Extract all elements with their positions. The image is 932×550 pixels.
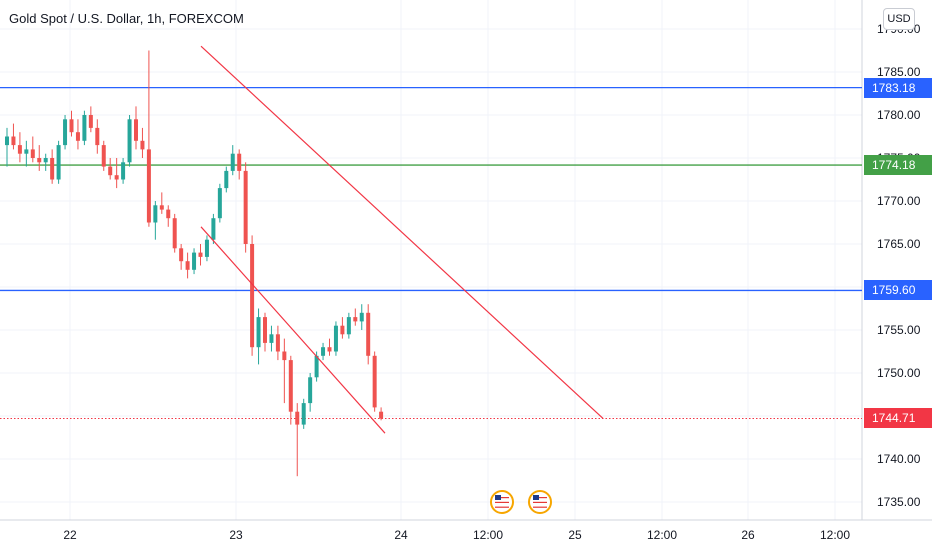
- x-tick-label: 23: [229, 528, 243, 542]
- candle-body: [359, 312, 364, 322]
- candle-body: [179, 248, 184, 262]
- candle-body: [301, 403, 306, 425]
- flag-stripe: [495, 499, 509, 501]
- candle-body: [295, 411, 300, 425]
- candle-body: [321, 347, 326, 356]
- flag-canton: [495, 495, 501, 500]
- candle-body: [11, 136, 16, 146]
- candle-body: [95, 127, 100, 146]
- candle-body: [121, 162, 126, 180]
- candle-body: [146, 149, 151, 223]
- candle-body: [153, 205, 158, 223]
- flag-stripe: [495, 501, 509, 503]
- candle-body: [185, 261, 190, 270]
- x-tick-label: 25: [568, 528, 582, 542]
- candle-body: [166, 209, 171, 219]
- candle-body: [140, 140, 145, 150]
- candle-body: [217, 188, 222, 219]
- currency-button[interactable]: USD: [883, 8, 915, 30]
- candle-body: [275, 334, 280, 352]
- flag-stripe: [495, 497, 509, 499]
- candle-body: [269, 334, 274, 343]
- candle-body: [75, 132, 80, 141]
- x-tick-label: 12:00: [473, 528, 503, 542]
- candle-body: [101, 145, 106, 167]
- candle-body: [366, 312, 371, 356]
- flag-stripe: [533, 499, 547, 501]
- y-tick-label: 1735.00: [877, 495, 921, 509]
- price-label-current: 1744.71: [864, 408, 932, 429]
- candle-body: [192, 252, 197, 270]
- candle-body: [108, 166, 113, 176]
- candle-body: [250, 244, 255, 348]
- candle-body: [30, 149, 35, 158]
- candle-body: [172, 218, 177, 249]
- y-tick-label: 1785.00: [877, 65, 921, 79]
- candle-body: [346, 317, 351, 335]
- candle-body: [314, 355, 319, 378]
- channel-lower-line[interactable]: [200, 226, 386, 434]
- candle-body: [63, 119, 68, 146]
- candle-body: [340, 325, 345, 335]
- y-tick-label: 1740.00: [877, 452, 921, 466]
- candle-body: [230, 153, 235, 171]
- candle-body: [127, 119, 132, 163]
- flag-stripe: [533, 504, 547, 506]
- candle-body: [243, 170, 248, 244]
- x-tick-label: 26: [741, 528, 755, 542]
- candle-body: [37, 158, 42, 163]
- candle-body: [50, 158, 55, 180]
- candle-body: [237, 153, 242, 171]
- candle-body: [17, 145, 22, 154]
- candle-body: [159, 205, 164, 210]
- y-tick-label: 1780.00: [877, 108, 921, 122]
- candle-body: [379, 411, 384, 419]
- candle-body: [282, 351, 287, 361]
- x-tick-label: 12:00: [820, 528, 850, 542]
- candle-body: [198, 252, 203, 257]
- flag-canton: [533, 495, 539, 500]
- y-tick-label: 1750.00: [877, 366, 921, 380]
- flag-stripe: [533, 501, 547, 503]
- candle-body: [372, 355, 377, 408]
- candle-body: [82, 115, 87, 141]
- candle-body: [308, 377, 313, 404]
- candle-body: [288, 360, 293, 412]
- candle-body: [5, 136, 9, 146]
- flag-stripe: [495, 506, 509, 508]
- flag-stripe: [495, 504, 509, 506]
- candle-body: [333, 325, 338, 352]
- candle-body: [327, 347, 332, 352]
- y-tick-label: 1755.00: [877, 323, 921, 337]
- candle-body: [224, 170, 229, 189]
- candle-body: [56, 145, 61, 180]
- x-tick-label: 12:00: [647, 528, 677, 542]
- candle-body: [256, 317, 261, 348]
- candle-body: [24, 149, 29, 154]
- y-tick-label: 1765.00: [877, 237, 921, 251]
- candle-body: [263, 317, 267, 343]
- price-label-line-2: 1774.18: [864, 155, 932, 176]
- x-tick-label: 22: [63, 528, 77, 542]
- flag-stripe: [533, 497, 547, 499]
- candle-body: [69, 119, 74, 133]
- y-tick-label: 1770.00: [877, 194, 921, 208]
- symbol-title: Gold Spot / U.S. Dollar, 1h, FOREXCOM: [9, 11, 244, 26]
- candle-body: [114, 175, 119, 180]
- x-tick-label: 24: [394, 528, 408, 542]
- candle-body: [353, 317, 358, 322]
- flag-stripe: [533, 506, 547, 508]
- candle-body: [88, 115, 93, 128]
- price-label-line-3: 1759.60: [864, 280, 932, 301]
- candle-body: [134, 119, 138, 141]
- candle-body: [211, 218, 216, 240]
- candle-body: [43, 158, 48, 163]
- candle-body: [204, 239, 209, 257]
- channel-upper-line[interactable]: [200, 45, 604, 419]
- price-label-line-1: 1783.18: [864, 77, 932, 98]
